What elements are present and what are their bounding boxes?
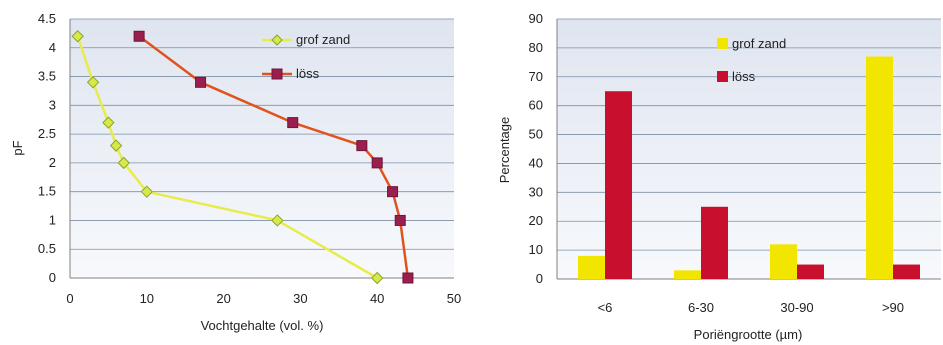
x-tick-label: 40 [370, 291, 384, 306]
data-point [271, 214, 284, 227]
bar-grof-zand-4 [866, 56, 893, 279]
bar-grof-zand-3 [770, 244, 797, 279]
x-tick-label: 30 [293, 291, 307, 306]
series-l-ss [133, 30, 414, 284]
legend-marker-loss [271, 68, 283, 80]
x-tick-label: >90 [882, 300, 904, 315]
y-tick-label: 2 [49, 155, 56, 170]
water-retention-chart: 0 0.5 1 1.5 2 2.5 3 3.5 4 4.5 0 10 20 30 40 50 grof za… [10, 11, 461, 333]
legend: grof zand löss [262, 32, 350, 81]
data-point [371, 157, 383, 169]
x-tick-label: <6 [598, 300, 613, 315]
plot-area [70, 19, 454, 278]
y-tick-label: 3.5 [38, 69, 56, 84]
x-tick-label: 6-30 [688, 300, 714, 315]
bar-l-ss-2 [701, 206, 728, 279]
y-tick-label: 0 [49, 270, 56, 285]
bars [578, 56, 920, 279]
y-tick-label: 0 [536, 271, 543, 286]
data-point [140, 185, 154, 198]
legend-label-grof-zand: grof zand [732, 36, 786, 51]
y-tick-label: 3 [49, 97, 56, 112]
x-tick-labels: 0 10 20 30 40 50 [66, 291, 461, 306]
x-tick-label: 20 [216, 291, 230, 306]
legend-swatch-loss [717, 71, 728, 82]
legend: grof zand löss [717, 36, 786, 84]
bar-grof-zand-2 [674, 270, 701, 279]
data-point [287, 117, 299, 129]
data-point [102, 116, 115, 129]
series-line-grof-zand [76, 35, 378, 280]
y-tick-label: 10 [529, 242, 543, 257]
y-tick-label: 30 [529, 184, 543, 199]
y-tick-label: 1.5 [38, 184, 56, 199]
pore-size-chart: 0 10 20 30 40 50 60 70 80 90 <6 6-30 30-90 >90 grof … [497, 11, 941, 342]
data-point [117, 156, 130, 170]
data-point [86, 76, 100, 89]
y-axis-title: Percentage [497, 117, 512, 184]
grid [70, 18, 454, 250]
series-grof-zand [71, 30, 384, 285]
y-tick-label: 1 [49, 212, 56, 227]
y-tick-labels: 0 10 20 30 40 50 60 70 80 90 [529, 11, 543, 286]
x-axis-title: Poriëngrootte (µm) [694, 327, 803, 342]
y-tick-label: 4.5 [38, 11, 56, 26]
y-axis-title: pF [10, 140, 25, 155]
x-tick-label: 10 [140, 291, 154, 306]
y-tick-label: 90 [529, 11, 543, 26]
legend-swatch-grof-zand [717, 38, 728, 49]
bar-l-ss-3 [797, 264, 824, 279]
data-point [402, 272, 414, 284]
x-axis-title: Vochtgehalte (vol. %) [201, 318, 324, 333]
y-tick-label: 0.5 [38, 241, 56, 256]
x-tick-label: 30-90 [780, 300, 813, 315]
bar-l-ss-1 [605, 91, 632, 279]
bar-grof-zand-1 [578, 255, 605, 279]
x-tick-label: 0 [66, 291, 73, 306]
y-tick-label: 70 [529, 69, 543, 84]
series [71, 30, 414, 285]
data-point [71, 30, 84, 43]
y-tick-label: 2.5 [38, 126, 56, 141]
legend-label-loss: löss [732, 69, 756, 84]
legend-label-grof-zand: grof zand [296, 32, 350, 47]
y-tick-label: 80 [529, 40, 543, 55]
x-tick-label: 50 [447, 291, 461, 306]
y-tick-label: 40 [529, 155, 543, 170]
data-point [195, 76, 207, 88]
data-point [133, 30, 145, 42]
legend-label-loss: löss [296, 66, 320, 81]
data-point [394, 214, 406, 226]
y-tick-label: 50 [529, 127, 543, 142]
y-tick-label: 20 [529, 213, 543, 228]
data-point [356, 140, 368, 152]
data-point [109, 139, 123, 152]
y-tick-label: 4 [49, 40, 56, 55]
bar-l-ss-4 [893, 264, 920, 279]
data-point [387, 186, 399, 198]
legend-marker-grof-zand [271, 34, 283, 46]
y-tick-label: 60 [529, 98, 543, 113]
x-tick-labels: <6 6-30 30-90 >90 [598, 300, 904, 315]
data-point [370, 271, 384, 285]
y-tick-labels: 0 0.5 1 1.5 2 2.5 3 3.5 4 4.5 [38, 11, 56, 285]
